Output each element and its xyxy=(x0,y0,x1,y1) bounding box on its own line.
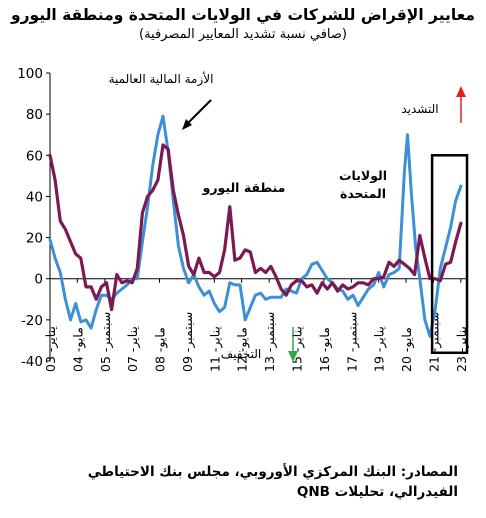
highlight-box xyxy=(430,154,469,355)
x-tick-label: يناير- 07 xyxy=(125,326,141,372)
y-tick-label: -20 xyxy=(21,313,43,329)
y-tick-label: -40 xyxy=(21,354,43,370)
x-tick-label: مايو- 04 xyxy=(70,327,86,372)
series-line-us xyxy=(48,114,463,338)
y-tick-label: 0 xyxy=(34,272,43,288)
y-tick-label: 80 xyxy=(26,107,43,123)
x-tick-label: يناير- 03 xyxy=(43,326,59,372)
x-tick-label: يناير- 11 xyxy=(207,326,223,372)
series-line-euro-area xyxy=(48,143,463,312)
crisis-arrow-head xyxy=(182,119,192,130)
annotation-easing: التخفيف xyxy=(221,347,261,361)
annotation-crisis: الأزمة المالية العالمية xyxy=(109,71,214,87)
x-tick-label: سبتمبر- 13 xyxy=(262,312,278,372)
y-tick-label: 100 xyxy=(17,66,43,82)
y-tick-label: 20 xyxy=(26,231,43,247)
x-tick-label: سبتمبر- 17 xyxy=(344,312,360,372)
tightening-arrow-head xyxy=(456,86,466,97)
y-tick-label: 60 xyxy=(26,148,43,164)
x-tick-label: مايو- 20 xyxy=(399,327,415,372)
x-tick-label: يناير- 19 xyxy=(372,326,388,372)
x-tick-label: مايو- 12 xyxy=(235,327,251,372)
x-tick-label: يناير- 15 xyxy=(290,326,306,372)
easing-arrow-head xyxy=(288,351,298,362)
chart-subtitle: (صافي نسبة تشديد المعايير المصرفية) xyxy=(139,27,347,42)
annotation-us-line2: المتحدة xyxy=(340,186,386,201)
crisis-arrow xyxy=(185,99,212,126)
annotation-us-line1: الولايات xyxy=(339,168,387,183)
annotation-tightening: التشديد xyxy=(401,102,438,116)
x-tick-label: مايو- 16 xyxy=(317,327,333,372)
annotation-euro-area: منطقة اليورو xyxy=(202,180,286,195)
x-tick-label: سبتمبر- 09 xyxy=(180,312,196,372)
x-tick-label: مايو- 08 xyxy=(152,327,168,372)
x-tick-label: سبتمبر- 05 xyxy=(98,312,114,372)
chart-title: معايير الإقراض للشركات في الولايات المتح… xyxy=(10,6,476,24)
y-tick-label: 40 xyxy=(26,189,43,205)
source-note: المصادر: البنك المركزي الأوروبي، مجلس بن… xyxy=(87,464,458,500)
